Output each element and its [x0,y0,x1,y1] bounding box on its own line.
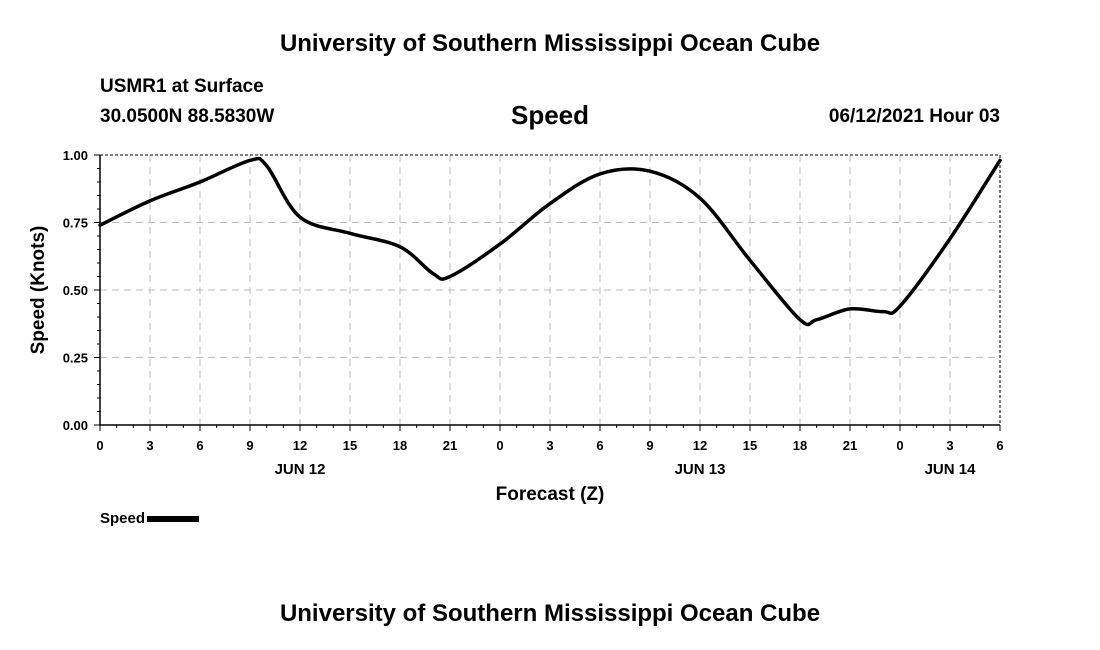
page-title: University of Southern Mississippi Ocean… [279,30,821,57]
x-tick-label: 21 [443,438,457,453]
tick-labels: 0 3 6 9 12 15 18 21 0 3 6 9 12 15 18 21 0 3 6 JUN 12 JUN 13 J… [63,148,1004,478]
x-axis-label: Forecast (Z) [496,484,605,505]
coordinates-label: 30.0500N 88.5830W [100,106,275,127]
y-tick-label: 1.00 [63,148,88,163]
speed-series-line [98,156,1002,327]
x-tick-label: 3 [946,438,953,453]
x-tick-label: 6 [196,438,203,453]
x-tick-label: 15 [743,438,757,453]
footer-title: University of Southern Mississippi Ocean… [279,600,821,627]
y-tick-label: 0.25 [63,351,88,366]
series-layer [98,156,1002,327]
x-tick-label: 9 [646,438,653,453]
x-tick-label: 12 [293,438,307,453]
x-tick-label: 21 [843,438,857,453]
grid-lines [100,155,1000,425]
legend-label: Speed [100,510,146,527]
y-axis-label: Speed (Knots) [28,226,49,355]
y-tick-label: 0.50 [63,283,88,298]
forecast-datetime: 06/12/2021 Hour 03 [828,106,1000,127]
legend-line-swatch [147,516,200,523]
x-tick-label: 6 [996,438,1003,453]
x-tick-label: 15 [343,438,357,453]
legend: Speed [100,510,200,527]
x-tick-label: 0 [96,438,103,453]
x-tick-label: 0 [896,438,903,453]
x-tick-label: 3 [146,438,153,453]
x-tick-label: 18 [793,438,807,453]
date-label: JUN 13 [675,461,726,478]
chart-title: Speed [510,100,590,130]
date-label: JUN 14 [925,461,977,478]
x-tick-label: 9 [246,438,253,453]
y-tick-label: 0.00 [63,418,88,433]
x-tick-label: 12 [693,438,707,453]
x-tick-label: 6 [596,438,603,453]
x-tick-label: 3 [546,438,553,453]
x-tick-label: 18 [393,438,407,453]
y-tick-label: 0.75 [63,216,88,231]
station-label: USMR1 at Surface [100,76,264,97]
date-label: JUN 12 [275,461,326,478]
x-tick-label: 0 [496,438,503,453]
chart-axes [94,154,1001,431]
